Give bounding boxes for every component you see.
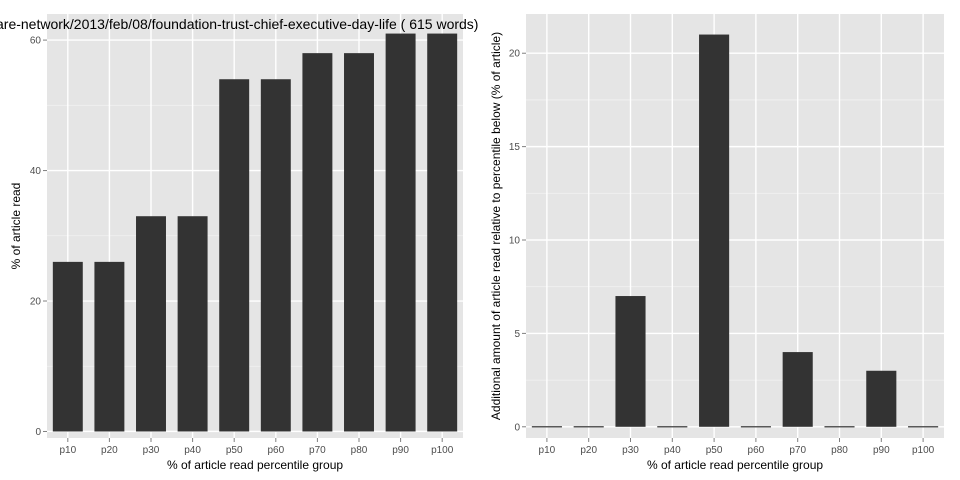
left-x-axis-ticks: p10 p20 p30 p40 p50 p60 p70 p80 p90 p100: [59, 438, 454, 456]
left-y-axis-title: % of article read: [9, 183, 23, 270]
right-x-tick-label-p30: p30: [622, 445, 639, 456]
left-y-axis-ticks: 0 20 40 60: [30, 36, 47, 438]
right-y-tick-label: 20: [509, 49, 521, 60]
right-y-axis-ticks: 0 5 10 15 20: [509, 49, 526, 433]
left-bar-p90: [385, 33, 416, 432]
right-x-axis-title: % of article read percentile group: [647, 458, 823, 472]
right-x-tick-label-p70: p70: [789, 445, 806, 456]
left-x-tick-label-p40: p40: [184, 445, 201, 456]
right-y-tick-label: 15: [509, 142, 521, 153]
right-x-tick-label-p80: p80: [831, 445, 848, 456]
left-x-tick-label-p100: p100: [431, 445, 454, 456]
right-bars: [531, 34, 939, 428]
right-bar-p50: [699, 34, 730, 427]
right-x-axis-ticks: p10 p20 p30 p40 p50 p60 p70 p80 p90 p100: [539, 438, 935, 456]
left-x-tick-label-p20: p20: [101, 445, 118, 456]
right-x-tick-label-p20: p20: [580, 445, 597, 456]
left-bar-p50: [219, 79, 250, 432]
left-bar-p60: [260, 79, 291, 432]
right-y-axis-title: Additional amount of article read relati…: [489, 32, 503, 420]
right-bar-p70: [782, 352, 813, 427]
chart-right: 0 5 10 15 20 p10 p20 p30 p40 p50 p60 p70 p80 p90 p100…: [489, 14, 944, 472]
left-bars: [52, 33, 458, 432]
left-x-tick-label-p30: p30: [143, 445, 160, 456]
left-y-tick-label: 20: [30, 297, 42, 308]
right-y-tick-label: 5: [514, 329, 520, 340]
right-x-tick-label-p90: p90: [873, 445, 890, 456]
right-y-tick-label: 0: [514, 422, 520, 433]
right-bar-p40: [657, 426, 688, 428]
right-bar-p90: [866, 370, 897, 427]
left-bar-p70: [302, 53, 333, 432]
left-x-tick-label-p70: p70: [309, 445, 326, 456]
right-bar-p30: [615, 296, 646, 427]
left-x-tick-label-p80: p80: [351, 445, 368, 456]
right-bar-p10: [531, 426, 562, 428]
right-x-tick-label-p40: p40: [664, 445, 681, 456]
left-x-tick-label-p60: p60: [267, 445, 284, 456]
right-panel-background: [526, 14, 944, 438]
left-bar-p40: [177, 216, 208, 432]
right-gridlines: [526, 14, 944, 438]
left-bar-p10: [52, 261, 83, 432]
left-x-tick-label-p10: p10: [59, 445, 76, 456]
left-y-tick-label: 60: [30, 36, 42, 47]
left-x-axis-title: % of article read percentile group: [167, 458, 343, 472]
left-bar-p20: [94, 261, 125, 432]
right-bar-p80: [824, 426, 855, 428]
left-bar-p100: [427, 33, 458, 432]
left-y-tick-label: 0: [35, 427, 41, 438]
right-bar-p100: [908, 426, 939, 428]
right-bar-p60: [740, 426, 771, 428]
right-y-tick-label: 10: [509, 236, 521, 247]
left-y-tick-label: 40: [30, 166, 42, 177]
right-x-tick-label-p60: p60: [748, 445, 765, 456]
left-x-tick-label-p90: p90: [392, 445, 409, 456]
left-bar-p80: [344, 53, 374, 432]
left-x-tick-label-p50: p50: [226, 445, 243, 456]
right-x-tick-label-p10: p10: [539, 445, 556, 456]
right-x-tick-label-p100: p100: [912, 445, 935, 456]
right-bar-p20: [573, 426, 604, 428]
left-chart-title: are-network/2013/feb/08/foundation-trust…: [0, 16, 478, 32]
left-bar-p30: [136, 216, 166, 432]
right-x-tick-label-p50: p50: [706, 445, 723, 456]
